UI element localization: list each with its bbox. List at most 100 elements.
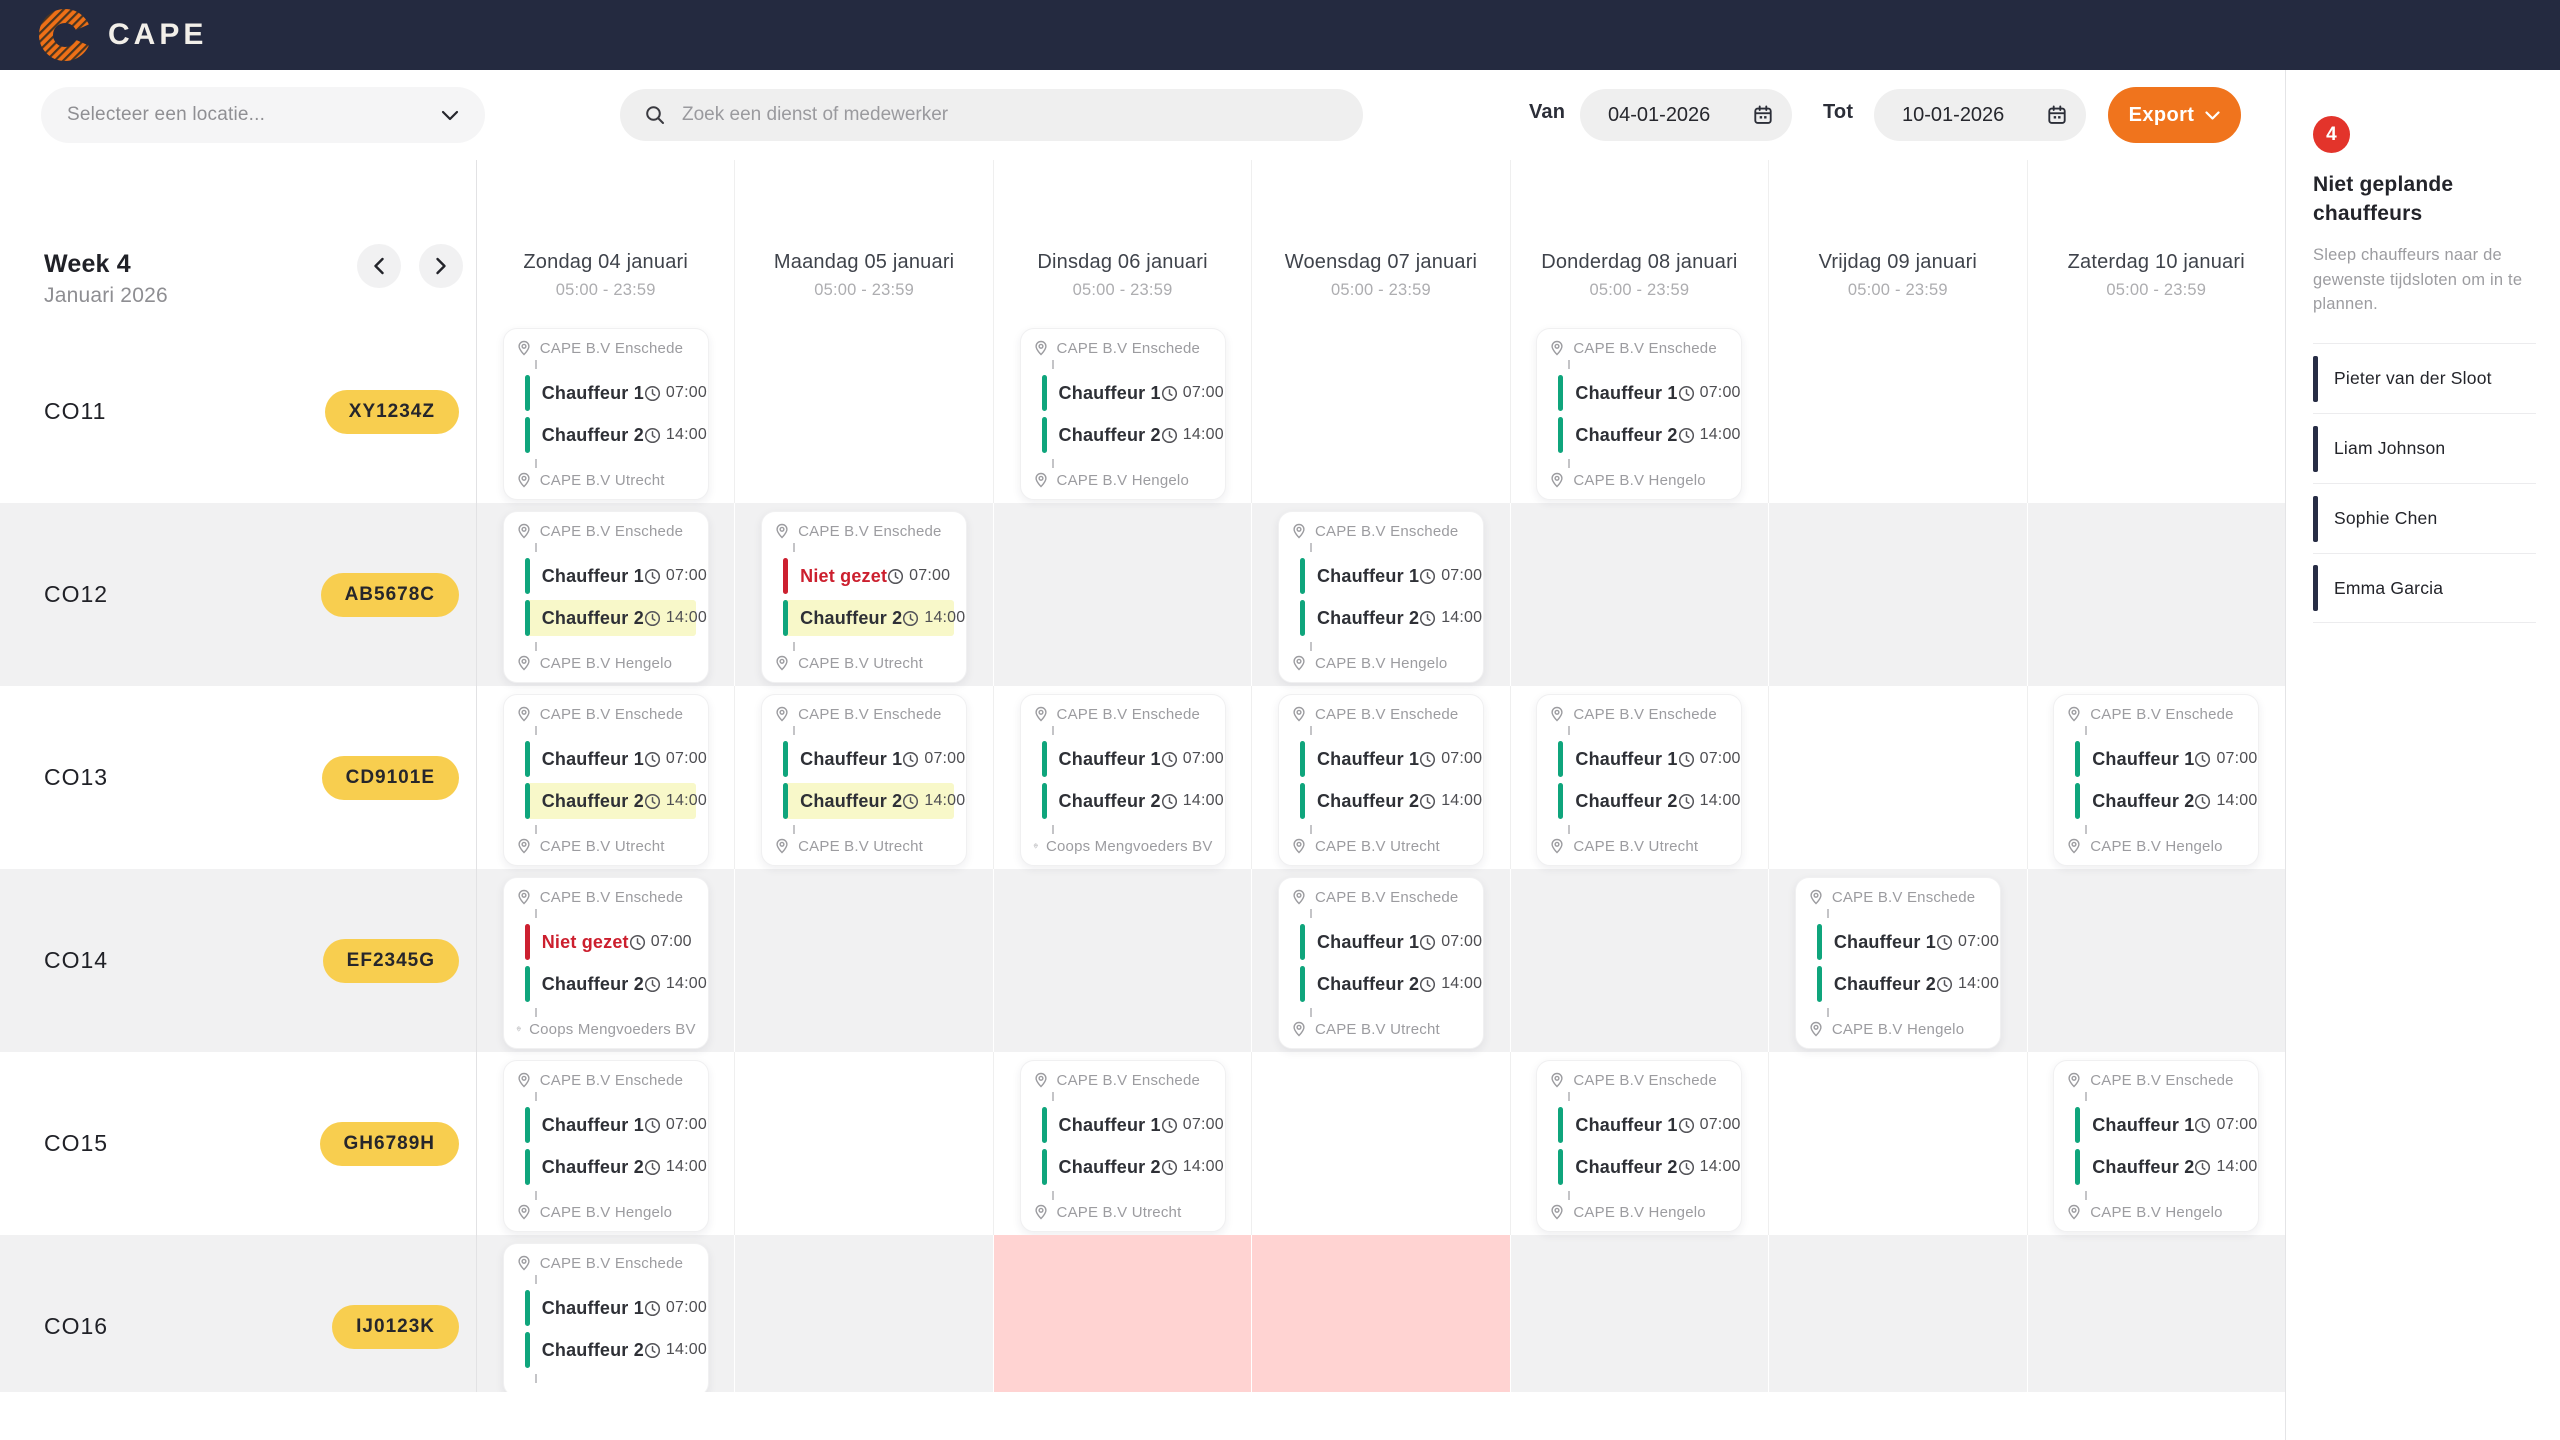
schedule-cell[interactable]: CAPE B.V Enschede Niet gezet 07:00 Chauf… (734, 503, 992, 686)
schedule-cell[interactable] (734, 869, 992, 1052)
shift-card[interactable]: CAPE B.V Enschede Chauffeur 1 07:00 Chau… (1536, 694, 1743, 866)
shift-slot[interactable]: Niet gezet 07:00 (524, 924, 696, 960)
shift-slot[interactable]: Chauffeur 1 07:00 (524, 741, 707, 777)
shift-slot[interactable]: Chauffeur 2 14:00 (1299, 600, 1482, 636)
shift-slot[interactable]: Chauffeur 1 07:00 (1816, 924, 1999, 960)
search-input[interactable] (680, 103, 1339, 127)
shift-slot[interactable]: Chauffeur 1 07:00 (1558, 375, 1740, 411)
schedule-cell[interactable] (2026, 869, 2285, 1052)
date-from-field[interactable] (1580, 89, 1792, 141)
schedule-cell[interactable] (2026, 1235, 2285, 1392)
location-select[interactable]: Selecteer een locatie... (41, 87, 485, 143)
schedule-cell[interactable]: CAPE B.V Enschede Chauffeur 1 07:00 Chau… (477, 1052, 734, 1235)
schedule-cell[interactable]: CAPE B.V Enschede Chauffeur 1 07:00 Chau… (2026, 686, 2285, 869)
shift-card[interactable]: CAPE B.V Enschede Chauffeur 1 07:00 Chau… (1019, 1060, 1226, 1232)
shift-slot[interactable]: Chauffeur 2 14:00 (524, 600, 707, 636)
shift-card[interactable]: CAPE B.V Enschede Chauffeur 1 07:00 Chau… (1019, 694, 1226, 866)
shift-card[interactable]: CAPE B.V Enschede Chauffeur 1 07:00 Chau… (1277, 694, 1484, 866)
shift-slot[interactable]: Chauffeur 1 07:00 (1299, 741, 1482, 777)
schedule-cell[interactable]: CAPE B.V Enschede Chauffeur 1 07:00 Chau… (1768, 869, 2026, 1052)
schedule-cell[interactable]: CAPE B.V Enschede Niet gezet 07:00 Chauf… (477, 869, 734, 1052)
shift-slot[interactable]: Chauffeur 1 07:00 (1558, 741, 1740, 777)
shift-card[interactable]: CAPE B.V Enschede Chauffeur 1 07:00 Chau… (502, 1060, 709, 1232)
schedule-cell[interactable] (992, 869, 1251, 1052)
schedule-cell[interactable]: CAPE B.V Enschede Chauffeur 1 07:00 Chau… (1251, 503, 1509, 686)
schedule-cell[interactable] (1768, 320, 2026, 503)
shift-slot[interactable]: Chauffeur 1 07:00 (524, 375, 707, 411)
unplanned-chauffeur-item[interactable]: Emma Garcia (2313, 553, 2536, 624)
previous-week-button[interactable] (357, 244, 401, 288)
schedule-cell[interactable]: CAPE B.V Enschede Chauffeur 1 07:00 Chau… (477, 503, 734, 686)
schedule-cell[interactable] (734, 320, 992, 503)
schedule-cell[interactable]: CAPE B.V Enschede Chauffeur 1 07:00 Chau… (477, 686, 734, 869)
date-to-field[interactable] (1874, 89, 2086, 141)
shift-slot[interactable]: Chauffeur 2 14:00 (524, 1332, 707, 1368)
schedule-cell[interactable]: CAPE B.V Enschede Chauffeur 1 07:00 Chau… (1251, 686, 1509, 869)
shift-slot[interactable]: Chauffeur 2 14:00 (1041, 1149, 1224, 1185)
shift-slot[interactable]: Chauffeur 1 07:00 (524, 558, 707, 594)
shift-slot[interactable]: Chauffeur 2 14:00 (1299, 783, 1482, 819)
schedule-cell[interactable] (1509, 1235, 1768, 1392)
schedule-cell[interactable] (734, 1052, 992, 1235)
schedule-cell[interactable]: CAPE B.V Enschede Chauffeur 1 07:00 Chau… (1251, 869, 1509, 1052)
shift-card[interactable]: CAPE B.V Enschede Chauffeur 1 07:00 Chau… (1277, 877, 1484, 1049)
schedule-cell[interactable] (1768, 1235, 2026, 1392)
shift-slot[interactable]: Chauffeur 2 14:00 (524, 1149, 707, 1185)
shift-slot[interactable]: Chauffeur 2 14:00 (1558, 783, 1740, 819)
shift-slot[interactable]: Chauffeur 1 07:00 (2075, 741, 2257, 777)
shift-slot[interactable]: Chauffeur 2 14:00 (1816, 966, 1999, 1002)
shift-card[interactable]: CAPE B.V Enschede Chauffeur 1 07:00 Chau… (1019, 328, 1226, 500)
shift-slot[interactable]: Chauffeur 1 07:00 (1558, 1107, 1740, 1143)
shift-card[interactable]: CAPE B.V Enschede Niet gezet 07:00 Chauf… (761, 511, 968, 683)
shift-card[interactable]: CAPE B.V Enschede Chauffeur 1 07:00 Chau… (1794, 877, 2001, 1049)
schedule-cell[interactable] (1509, 503, 1768, 686)
shift-slot[interactable]: Chauffeur 1 07:00 (1299, 558, 1482, 594)
unplanned-chauffeur-item[interactable]: Pieter van der Sloot (2313, 343, 2536, 413)
date-from-input[interactable] (1606, 102, 1736, 128)
schedule-cell[interactable]: CAPE B.V Enschede Chauffeur 1 07:00 Chau… (2026, 1052, 2285, 1235)
shift-slot[interactable]: Chauffeur 2 14:00 (1041, 417, 1224, 453)
schedule-cell[interactable]: CAPE B.V Enschede Chauffeur 1 07:00 Chau… (1509, 1052, 1768, 1235)
shift-slot[interactable]: Chauffeur 1 07:00 (1041, 375, 1224, 411)
shift-card[interactable]: CAPE B.V Enschede Chauffeur 1 07:00 Chau… (502, 1243, 709, 1392)
schedule-cell[interactable] (734, 1235, 992, 1392)
calendar-icon[interactable] (2046, 104, 2068, 126)
shift-slot[interactable]: Chauffeur 2 14:00 (2075, 783, 2257, 819)
shift-slot[interactable]: Chauffeur 2 14:00 (783, 600, 965, 636)
schedule-cell[interactable] (1768, 503, 2026, 686)
shift-slot[interactable]: Chauffeur 2 14:00 (783, 783, 965, 819)
shift-slot[interactable]: Chauffeur 2 14:00 (524, 417, 707, 453)
unplanned-chauffeur-item[interactable]: Liam Johnson (2313, 413, 2536, 483)
schedule-cell[interactable]: CAPE B.V Enschede Chauffeur 1 07:00 Chau… (992, 686, 1251, 869)
schedule-cell[interactable]: CAPE B.V Enschede Chauffeur 1 07:00 Chau… (992, 1052, 1251, 1235)
shift-card[interactable]: CAPE B.V Enschede Chauffeur 1 07:00 Chau… (1277, 511, 1484, 683)
schedule-cell[interactable] (1768, 686, 2026, 869)
calendar-icon[interactable] (1752, 104, 1774, 126)
schedule-cell[interactable] (1768, 1052, 2026, 1235)
shift-card[interactable]: CAPE B.V Enschede Chauffeur 1 07:00 Chau… (502, 511, 709, 683)
schedule-cell[interactable]: CAPE B.V Enschede Chauffeur 1 07:00 Chau… (1509, 320, 1768, 503)
shift-card[interactable]: CAPE B.V Enschede Chauffeur 1 07:00 Chau… (502, 694, 709, 866)
shift-card[interactable]: CAPE B.V Enschede Chauffeur 1 07:00 Chau… (502, 328, 709, 500)
schedule-cell[interactable] (2026, 320, 2285, 503)
schedule-cell[interactable] (1509, 869, 1768, 1052)
shift-slot[interactable]: Chauffeur 2 14:00 (1558, 417, 1740, 453)
shift-slot[interactable]: Chauffeur 2 14:00 (524, 966, 707, 1002)
shift-card[interactable]: CAPE B.V Enschede Chauffeur 1 07:00 Chau… (2053, 694, 2260, 866)
schedule-cell[interactable] (2026, 503, 2285, 686)
shift-card[interactable]: CAPE B.V Enschede Chauffeur 1 07:00 Chau… (1536, 328, 1743, 500)
date-to-input[interactable] (1900, 102, 2030, 128)
shift-card[interactable]: CAPE B.V Enschede Niet gezet 07:00 Chauf… (502, 877, 709, 1049)
unplanned-chauffeur-item[interactable]: Sophie Chen (2313, 483, 2536, 553)
schedule-cell[interactable]: CAPE B.V Enschede Chauffeur 1 07:00 Chau… (477, 320, 734, 503)
shift-slot[interactable]: Chauffeur 1 07:00 (783, 741, 965, 777)
shift-slot[interactable]: Chauffeur 2 14:00 (1041, 783, 1224, 819)
shift-slot[interactable]: Chauffeur 1 07:00 (2075, 1107, 2257, 1143)
schedule-cell[interactable] (992, 503, 1251, 686)
shift-slot[interactable]: Chauffeur 1 07:00 (1041, 1107, 1224, 1143)
schedule-cell[interactable]: CAPE B.V Enschede Chauffeur 1 07:00 Chau… (992, 320, 1251, 503)
shift-card[interactable]: CAPE B.V Enschede Chauffeur 1 07:00 Chau… (761, 694, 968, 866)
shift-slot[interactable]: Chauffeur 1 07:00 (1299, 924, 1482, 960)
brand[interactable]: CAPE (38, 8, 207, 62)
export-button[interactable]: Export (2108, 87, 2241, 143)
